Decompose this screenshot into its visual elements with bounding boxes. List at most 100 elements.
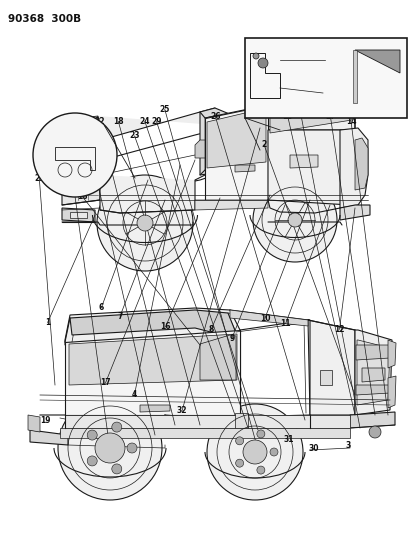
- Text: 6: 6: [99, 303, 104, 312]
- Polygon shape: [339, 205, 369, 220]
- Polygon shape: [361, 368, 384, 382]
- Text: 2: 2: [261, 141, 266, 149]
- Circle shape: [58, 396, 161, 500]
- Text: 26: 26: [209, 112, 220, 120]
- Polygon shape: [140, 405, 170, 412]
- Text: 3: 3: [394, 78, 399, 87]
- Polygon shape: [65, 330, 240, 415]
- Polygon shape: [98, 108, 214, 168]
- Polygon shape: [82, 116, 98, 137]
- Polygon shape: [230, 310, 307, 326]
- Polygon shape: [195, 140, 204, 158]
- Circle shape: [87, 456, 97, 466]
- Circle shape: [127, 443, 137, 453]
- Text: 90368  300B: 90368 300B: [8, 14, 81, 24]
- Polygon shape: [65, 308, 240, 345]
- Text: 16: 16: [76, 192, 87, 200]
- Text: 28: 28: [78, 117, 89, 126]
- Text: 25: 25: [159, 105, 170, 114]
- Text: 8: 8: [208, 325, 213, 334]
- Bar: [244, 38, 406, 118]
- Polygon shape: [199, 335, 235, 380]
- Circle shape: [257, 58, 267, 68]
- Circle shape: [287, 213, 301, 227]
- Text: 20: 20: [60, 123, 71, 131]
- Circle shape: [112, 464, 121, 474]
- Polygon shape: [355, 345, 389, 360]
- Polygon shape: [199, 108, 267, 175]
- Polygon shape: [354, 330, 391, 415]
- Polygon shape: [235, 413, 247, 428]
- Text: 23: 23: [129, 132, 140, 140]
- Text: 12: 12: [333, 325, 344, 334]
- Circle shape: [95, 433, 125, 463]
- Polygon shape: [62, 120, 100, 205]
- Text: 15: 15: [293, 100, 304, 108]
- Text: 31: 31: [281, 101, 292, 110]
- Polygon shape: [354, 50, 399, 73]
- Polygon shape: [195, 200, 267, 210]
- Text: 31: 31: [283, 435, 294, 444]
- Text: 29: 29: [151, 117, 161, 126]
- Circle shape: [87, 430, 97, 440]
- Polygon shape: [69, 334, 236, 385]
- Text: 4: 4: [132, 390, 137, 399]
- Polygon shape: [355, 385, 389, 395]
- Polygon shape: [349, 412, 394, 428]
- Polygon shape: [354, 138, 367, 190]
- Text: 22: 22: [94, 117, 104, 126]
- Circle shape: [97, 175, 192, 271]
- Text: 19: 19: [40, 416, 51, 424]
- Polygon shape: [339, 128, 367, 208]
- Circle shape: [235, 459, 243, 467]
- Text: 13: 13: [282, 112, 292, 120]
- Text: 10: 10: [259, 314, 270, 322]
- Polygon shape: [28, 415, 40, 432]
- Polygon shape: [30, 430, 68, 445]
- Polygon shape: [387, 340, 395, 368]
- Polygon shape: [235, 165, 254, 172]
- Circle shape: [256, 466, 264, 474]
- Text: 9: 9: [229, 334, 234, 343]
- Polygon shape: [100, 175, 195, 213]
- Polygon shape: [387, 376, 395, 408]
- Text: 14: 14: [345, 117, 356, 126]
- Polygon shape: [60, 428, 349, 438]
- Circle shape: [256, 430, 264, 438]
- Text: 7: 7: [117, 312, 122, 320]
- Text: 1: 1: [45, 318, 50, 327]
- Polygon shape: [204, 105, 354, 130]
- Text: 32: 32: [176, 406, 187, 415]
- Text: 16: 16: [160, 322, 171, 331]
- Text: 24: 24: [139, 117, 150, 126]
- Polygon shape: [356, 340, 389, 405]
- Polygon shape: [63, 118, 80, 140]
- Circle shape: [242, 440, 266, 464]
- Text: 21: 21: [34, 174, 45, 183]
- Circle shape: [252, 53, 259, 59]
- Polygon shape: [319, 370, 331, 385]
- Polygon shape: [62, 208, 95, 222]
- Text: 19: 19: [95, 125, 105, 134]
- Circle shape: [206, 404, 302, 500]
- Circle shape: [33, 113, 117, 197]
- Polygon shape: [70, 212, 87, 218]
- Circle shape: [269, 448, 277, 456]
- Text: 30: 30: [321, 52, 332, 61]
- Circle shape: [112, 422, 121, 432]
- Polygon shape: [204, 115, 263, 170]
- Polygon shape: [269, 115, 351, 133]
- Text: 17: 17: [100, 378, 111, 387]
- Text: 27: 27: [324, 112, 335, 120]
- Circle shape: [235, 437, 243, 445]
- Polygon shape: [204, 105, 267, 200]
- Text: 3: 3: [344, 441, 349, 449]
- Text: 30: 30: [307, 445, 318, 453]
- Circle shape: [252, 178, 336, 262]
- Text: 18: 18: [113, 117, 123, 126]
- Polygon shape: [289, 155, 317, 168]
- Polygon shape: [307, 320, 354, 415]
- Polygon shape: [206, 108, 266, 168]
- Polygon shape: [352, 50, 356, 103]
- Circle shape: [368, 426, 380, 438]
